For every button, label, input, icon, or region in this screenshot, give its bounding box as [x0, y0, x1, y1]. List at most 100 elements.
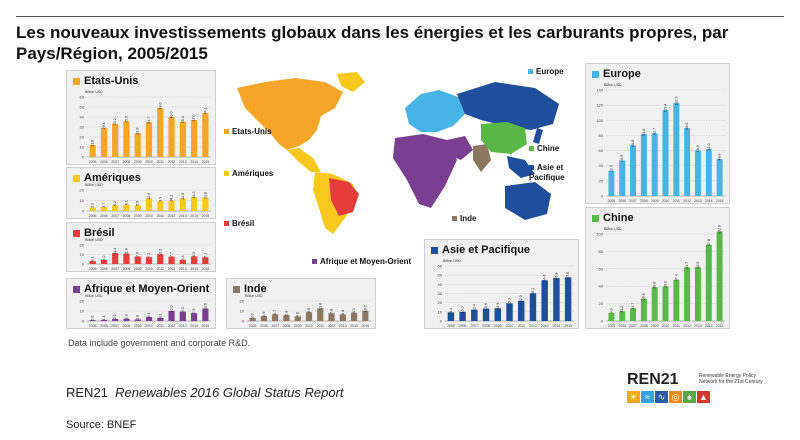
bar: [651, 133, 658, 196]
bar: [145, 122, 153, 157]
map-label-inde: Inde: [452, 214, 476, 223]
x-tick-label: 2006: [100, 267, 108, 271]
legend-swatch: [224, 221, 229, 227]
data-label: 23.9: [136, 128, 140, 135]
bar: [100, 207, 108, 211]
data-label: 12.6: [318, 303, 322, 310]
chart-title: Afrique et Moyen-Orient: [73, 283, 209, 295]
y-tick-label: 0: [82, 262, 85, 267]
x-tick-label: 2007: [271, 324, 279, 328]
bar: [339, 314, 346, 321]
x-tick-label: 2010: [145, 267, 153, 271]
x-tick-label: 2006: [260, 324, 268, 328]
x-tick-label: 2009: [134, 160, 142, 164]
y-tick-label: 120: [596, 103, 603, 108]
bar: [272, 314, 279, 321]
x-tick-label: 2005: [447, 324, 455, 328]
x-tick-label: 2006: [618, 199, 626, 203]
bar: [190, 256, 198, 264]
bar: [564, 277, 572, 321]
bar: [640, 134, 647, 196]
data-label: 33.2: [113, 118, 117, 125]
bar: [202, 197, 209, 211]
data-label: 12.8: [203, 192, 207, 199]
data-label: 8.8: [307, 308, 311, 313]
bar: [179, 311, 186, 321]
map-label-europe: Europe: [528, 67, 564, 76]
chart-title: Europe: [592, 68, 641, 80]
data-label: 7.2: [147, 253, 151, 258]
map-greenland: [337, 72, 365, 92]
chart-svg: Billion USD 0 20 40 60 80 100 9.3 2005 11.2 2006 14…: [596, 225, 725, 328]
y-tick-label: 60: [599, 266, 604, 271]
data-label: 2.1: [113, 314, 117, 319]
data-label: 46.8: [554, 273, 558, 280]
legend-swatch: [224, 129, 229, 135]
x-tick-label: 2005: [89, 324, 97, 328]
data-label: 9.4: [449, 308, 453, 313]
bar: [157, 254, 164, 264]
title-swatch: [73, 285, 80, 293]
report-org: REN21: [66, 385, 108, 400]
bar: [123, 318, 130, 321]
data-label: 4.9: [262, 312, 266, 317]
bar: [123, 253, 130, 264]
y-tick-label: 10: [80, 252, 85, 257]
data-label: 11.0: [124, 248, 128, 255]
y-axis-label: Billion USD: [604, 227, 622, 231]
bar: [145, 257, 153, 264]
bar: [317, 308, 324, 321]
data-label: 38.8: [653, 282, 657, 289]
x-tick-label: 2007: [111, 267, 119, 271]
x-tick-label: 2015: [716, 324, 724, 328]
bar: [168, 311, 175, 321]
x-tick-label: 2008: [123, 267, 131, 271]
x-tick-label: 2011: [673, 199, 680, 203]
x-tick-label: 2013: [179, 214, 187, 218]
x-tick-label: 2015: [716, 199, 724, 203]
bar: [705, 244, 712, 321]
chart-title-text: Inde: [244, 283, 267, 295]
data-label: 8.3: [352, 308, 356, 313]
y-tick-label: 40: [438, 282, 443, 287]
x-tick-label: 2005: [89, 160, 97, 164]
x-tick-label: 2010: [145, 324, 153, 328]
data-label: 48.8: [718, 154, 722, 161]
x-tick-label: 2008: [123, 214, 131, 218]
y-tick-label: 0: [601, 194, 604, 199]
x-tick-label: 2011: [673, 324, 680, 328]
data-label: 9.3: [181, 307, 185, 312]
chart-title: Chine: [592, 212, 634, 224]
data-label: 60.0: [696, 145, 700, 152]
chart-panel-asie: Billion USD 0 10 20 30 40 50 60 9.4 2005 10.0 2006 1…: [424, 239, 579, 329]
y-tick-label: 20: [80, 243, 85, 248]
data-label: 102.9: [718, 225, 722, 234]
water-icon: ∿: [655, 391, 668, 403]
x-tick-label: 2006: [100, 324, 108, 328]
data-label: 1.6: [136, 315, 140, 320]
data-label: 37.0: [192, 115, 196, 122]
bar: [202, 257, 209, 264]
map-japan: [533, 128, 543, 144]
y-tick-label: 0: [82, 155, 85, 160]
map-australia: [505, 182, 551, 220]
data-label: 7.7: [170, 252, 174, 257]
x-tick-label: 2008: [123, 160, 131, 164]
top-rule: [16, 16, 784, 17]
data-label: 89.6: [685, 123, 689, 130]
x-tick-label: 2014: [190, 160, 198, 164]
x-tick-label: 2007: [629, 324, 637, 328]
data-label: 13.3: [192, 192, 196, 199]
x-tick-label: 2014: [705, 199, 713, 203]
x-tick-label: 2010: [145, 160, 153, 164]
y-tick-label: 80: [599, 133, 604, 138]
bar: [202, 112, 209, 157]
bar: [553, 278, 560, 321]
heat-icon: ▲: [697, 391, 710, 403]
chart-svg: Billion USD 0 10 20 30 40 50 60 11.9 2005 29.1 2006…: [80, 90, 211, 164]
data-label: 6.1: [124, 200, 128, 205]
map-label-text: Europe: [536, 67, 564, 76]
x-tick-label: 2005: [89, 214, 97, 218]
bar: [694, 267, 701, 321]
bar: [482, 308, 490, 321]
